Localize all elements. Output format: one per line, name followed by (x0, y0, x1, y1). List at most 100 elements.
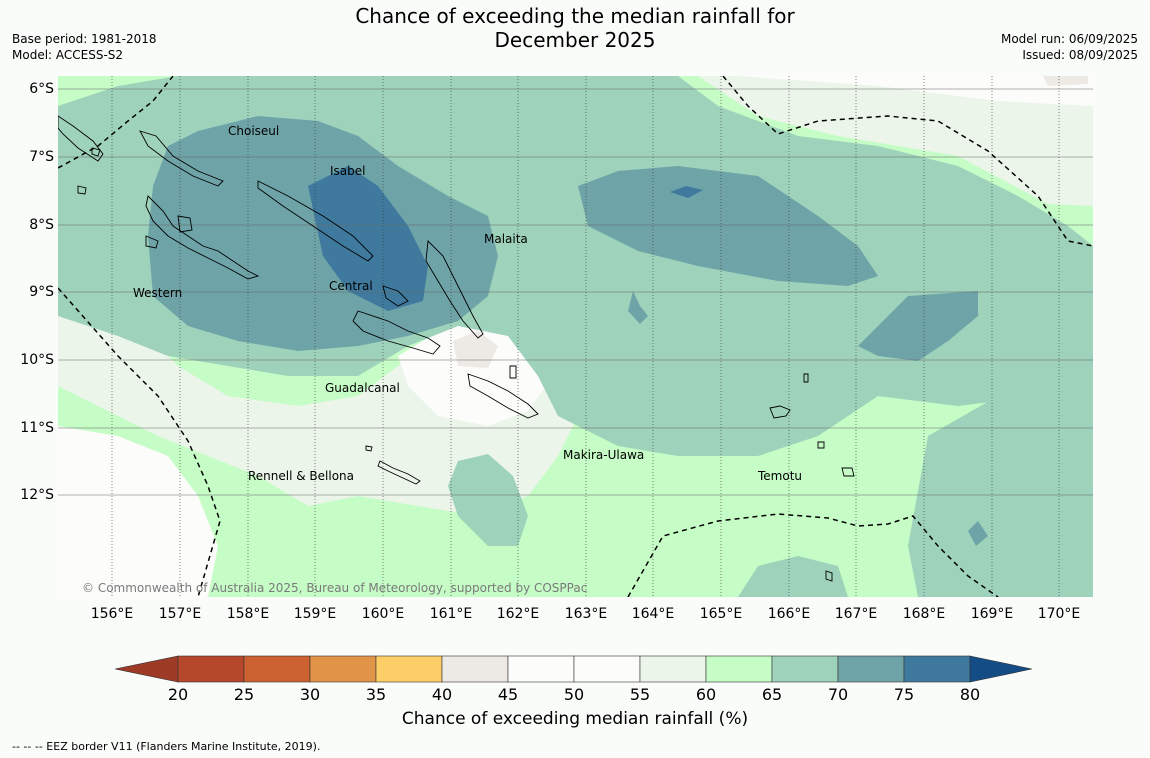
colorbar-tick-75: 75 (893, 685, 915, 704)
lat-label-12s: 12°S (20, 487, 54, 503)
colorbar-tick-60: 60 (695, 685, 717, 704)
island-malaita (425, 240, 484, 339)
colorbar-tick-20: 20 (167, 685, 189, 704)
lon-label-166e: 166°E (767, 606, 811, 622)
lon-label-157e: 157°E (158, 606, 202, 622)
meta-left: Base period: 1981-2018 Model: ACCESS-S2 (12, 31, 157, 63)
label-malaita: Malaita (484, 232, 528, 246)
island-choiseul (139, 130, 224, 187)
colorbar-segment-4 (441, 655, 509, 683)
label-rennell-bellona: Rennell & Bellona (248, 469, 354, 483)
island-ulawa (509, 365, 517, 379)
meta-right: Model run: 06/09/2025 Issued: 08/09/2025 (1001, 31, 1138, 63)
title-line-2: December 2025 (494, 28, 656, 52)
lon-label-163e: 163°E (564, 606, 608, 622)
lon-label-162e: 162°E (496, 606, 540, 622)
issued-date: Issued: 08/09/2025 (1022, 48, 1138, 62)
label-western: Western (133, 286, 182, 300)
contour-50-55-central (398, 321, 553, 426)
island-guadalcanal (352, 310, 441, 355)
colorbar-extend-high (969, 655, 1033, 683)
contour-70-75-spot (628, 291, 648, 324)
colorbar-segments (114, 655, 1033, 683)
lat-label-6s: 6°S (29, 81, 54, 97)
contour-50-55-top (738, 76, 1093, 106)
contour-50-55-southwest (58, 426, 218, 597)
colorbar-tick-35: 35 (365, 685, 387, 704)
lat-label-10s: 10°S (20, 352, 54, 368)
contour-55-60-west (58, 246, 578, 516)
colorbar-tick-25: 25 (233, 685, 255, 704)
eez-footnote: -- -- -- EEZ border V11 (Flanders Marine… (12, 740, 321, 753)
lat-label-9s: 9°S (29, 284, 54, 300)
lon-label-170e: 170°E (1037, 606, 1081, 622)
label-temotu: Temotu (757, 469, 802, 483)
colorbar-segment-8 (705, 655, 773, 683)
island-vanikoro (841, 467, 855, 477)
colorbar-tick-45: 45 (497, 685, 519, 704)
island-tikopia (825, 570, 833, 582)
colorbar-segment-2 (309, 655, 377, 683)
lon-label-159e: 159°E (293, 606, 337, 622)
colorbar-segment-7 (639, 655, 707, 683)
colorbar-tick-55: 55 (629, 685, 651, 704)
colorbar-extend-low (114, 655, 179, 683)
map-title: Chance of exceeding the median rainfall … (0, 4, 1150, 52)
colorbar-segment-0 (177, 655, 245, 683)
colorbar-segment-10 (837, 655, 905, 683)
island-kolombangara (177, 215, 193, 233)
colorbar-segment-6 (573, 655, 641, 683)
island-reef-islands (803, 373, 809, 383)
label-central: Central (329, 279, 373, 293)
lat-label-11s: 11°S (20, 420, 54, 436)
colorbar-segment-5 (507, 655, 575, 683)
contour-65-70-bottom (738, 556, 848, 597)
lat-label-8s: 8°S (29, 217, 54, 233)
lon-label-160e: 160°E (361, 606, 405, 622)
lon-label-169e: 169°E (970, 606, 1014, 622)
contour-70-75-temotu (858, 291, 978, 361)
contour-55-60-north (698, 76, 1093, 206)
label-choiseul: Choiseul (228, 124, 279, 138)
model-name: Model: ACCESS-S2 (12, 48, 124, 62)
colorbar-label: Chance of exceeding median rainfall (%) (401, 709, 749, 729)
eez-borders (58, 76, 1093, 597)
colorbar-segment-1 (243, 655, 311, 683)
base-period: Base period: 1981-2018 (12, 32, 157, 46)
island-vella (145, 235, 159, 249)
label-guadalcanal: Guadalcanal (325, 381, 400, 395)
colorbar-tick-40: 40 (431, 685, 453, 704)
latitude-lines (58, 88, 1093, 496)
contour-40-45-central (453, 331, 498, 368)
contour-40-45-top (1043, 76, 1088, 86)
island-makira (467, 373, 539, 419)
lon-label-168e: 168°E (902, 606, 946, 622)
lon-label-167e: 167°E (834, 606, 878, 622)
lon-label-161e: 161°E (429, 606, 473, 622)
lon-label-165e: 165°E (699, 606, 743, 622)
island-santa-cruz (769, 405, 791, 419)
contour-65-70-small-south (448, 454, 528, 546)
island-rennell (377, 460, 421, 485)
island-outlines (58, 115, 855, 582)
lon-label-164e: 164°E (631, 606, 675, 622)
lat-label-7s: 7°S (29, 149, 54, 165)
contour-65-70-south (908, 396, 1093, 597)
label-isabel: Isabel (330, 164, 365, 178)
model-run: Model run: 06/09/2025 (1000, 32, 1138, 46)
island-bougainville (58, 115, 104, 162)
label-makira-ulawa: Makira-Ulawa (563, 448, 644, 462)
island-shortland (77, 185, 87, 195)
colorbar-tick-70: 70 (827, 685, 849, 704)
title-line-1: Chance of exceeding the median rainfall … (355, 4, 795, 28)
island-bellona (365, 445, 373, 452)
island-small-north (91, 147, 101, 157)
colorbar-tick-80: 80 (959, 685, 981, 704)
colorbar-tick-30: 30 (299, 685, 321, 704)
colorbar-segment-11 (903, 655, 971, 683)
island-isabel (257, 180, 374, 262)
colorbar-segment-3 (375, 655, 443, 683)
colorbar-segment-9 (771, 655, 839, 683)
lon-label-156e: 156°E (90, 606, 134, 622)
colorbar (114, 655, 1033, 683)
